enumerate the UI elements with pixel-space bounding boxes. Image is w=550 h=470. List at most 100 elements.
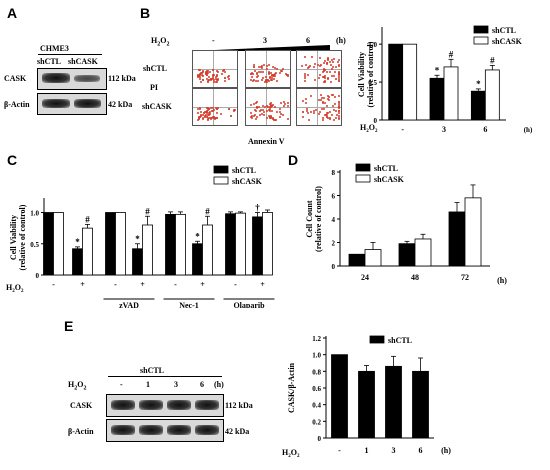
x-tick-label: - — [174, 280, 177, 289]
significance-marker: # — [490, 55, 495, 65]
y-axis-label-line: (relative of control) — [18, 204, 27, 270]
y-tick-label: 0 — [374, 117, 378, 125]
significance-marker: # — [449, 49, 454, 59]
e-dose-0: - — [120, 380, 123, 389]
y-tick-label: 0 — [332, 263, 336, 271]
x-tick-label: + — [80, 280, 85, 289]
bar-shCTL-2 — [448, 211, 466, 267]
bar-shCASK-0 — [364, 249, 382, 267]
x-unit-label: (h) — [524, 126, 533, 134]
dose-triangle — [192, 45, 330, 51]
y-tick-label: 1.0 — [368, 41, 377, 49]
e-row-cask: CASK — [70, 401, 93, 410]
legend-swatch — [213, 165, 229, 174]
y-axis-label: Cell Viability (relative of control) — [9, 204, 27, 270]
panel-label-c: C — [7, 152, 18, 168]
x-tick-label: 48 — [411, 273, 419, 282]
y-axis-label-line: (relative of control) — [366, 41, 375, 107]
facs-dose-0: - — [212, 36, 215, 45]
y-tick-label: 0.5 — [30, 241, 39, 249]
bar-shCTL-0 — [43, 212, 54, 276]
facs-plot — [192, 88, 238, 126]
facs-plot — [296, 88, 342, 126]
legend-label: shCASK — [374, 175, 405, 184]
significance-marker: * — [75, 237, 80, 247]
bar-shCASK-1 — [443, 66, 459, 121]
significance-marker: # — [205, 206, 210, 216]
group-bar-e — [108, 376, 222, 377]
lane-label-shcask: shCASK — [68, 57, 98, 66]
group-label-e: shCTL — [140, 366, 165, 375]
legend-label: shCTL — [232, 166, 256, 175]
significance-marker: # — [85, 214, 90, 224]
legend-label: shCTL — [492, 26, 516, 35]
legend-label: shCTL — [388, 336, 412, 345]
e-size-actin: 42 kDa — [225, 427, 250, 436]
bar-shCASK-0 — [53, 212, 64, 276]
legend-label: shCTL — [374, 164, 398, 173]
legend-swatch — [213, 176, 229, 185]
bar-shCTL-1 — [398, 243, 416, 267]
significance-marker: * — [135, 234, 140, 244]
bar-shCTL-0 — [348, 253, 366, 267]
y-tick-label: 0.6 — [312, 385, 321, 393]
cell-line-label: CHME3 — [40, 44, 69, 53]
legend-swatch — [473, 36, 489, 45]
bar-shCTL-3 — [412, 370, 429, 439]
facs-plot — [296, 50, 342, 88]
significance-marker: # — [145, 206, 150, 216]
x-tick-label: 3 — [392, 446, 396, 455]
bar-shCTL-2 — [470, 90, 486, 121]
h2o2-label: H2O2 — [282, 448, 300, 459]
bar-shCTL-4 — [165, 213, 176, 276]
bar-shCTL-1 — [429, 77, 445, 121]
facs-row-shctl: shCTL — [143, 64, 168, 73]
x-tick-label: 6 — [419, 446, 423, 455]
x-tick-label: + — [260, 280, 265, 289]
facs-row-pi: PI — [150, 83, 158, 92]
facs-dose-1: 3 — [263, 36, 267, 45]
bar-shCASK-5 — [202, 224, 213, 276]
facs-row-shcask: shCASK — [142, 102, 172, 111]
y-axis-label-line: CASK/β-Actin — [287, 362, 296, 413]
panel-label-a: A — [7, 5, 18, 21]
facs-plot — [245, 88, 291, 126]
bar-shCASK-3 — [142, 224, 153, 276]
blot-actin-a — [37, 93, 107, 115]
x-tick-label: - — [401, 125, 404, 134]
size-cask-a: 112 kDa — [108, 74, 136, 83]
bar-shCASK-2 — [464, 197, 482, 267]
size-actin-a: 42 kDa — [108, 100, 133, 109]
bar-shCTL-3 — [132, 248, 143, 276]
x-tick-label: 24 — [361, 273, 369, 282]
h2o2-label: H2O2 — [360, 123, 378, 134]
bar-shCASK-2 — [115, 212, 126, 276]
y-tick-label: 0 — [36, 272, 40, 280]
y-tick-label: 0.8 — [312, 368, 321, 376]
y-axis-label: Cell Count (relative of control) — [305, 186, 323, 252]
facs-xlabel: Annexin V — [248, 137, 285, 146]
facs-plot — [192, 50, 238, 88]
h2o2-label-b: H2O2 — [151, 36, 170, 48]
x-tick-label: - — [338, 446, 341, 455]
y-tick-label: 2 — [332, 240, 336, 248]
y-tick-label: 0.4 — [312, 402, 321, 410]
x-tick-label: 3 — [442, 125, 446, 134]
y-tick-label: 8 — [332, 169, 336, 177]
bar-shCTL-1 — [72, 248, 83, 276]
legend-label: shCASK — [232, 177, 263, 186]
legend-swatch — [473, 25, 489, 34]
bar-shCTL-0 — [388, 43, 404, 121]
y-tick-label: 0.5 — [368, 79, 377, 87]
bar-shCTL-7 — [252, 216, 263, 276]
group-label: Olaparib — [233, 301, 265, 308]
x-tick-label: - — [234, 280, 237, 289]
e-dose-1: 1 — [146, 380, 150, 389]
x-tick-label: - — [114, 280, 117, 289]
bar-shCTL-6 — [225, 213, 236, 276]
e-dose-unit: (h) — [214, 380, 224, 389]
blot-cask-a — [37, 68, 107, 90]
x-tick-label: 72 — [461, 273, 469, 282]
y-tick-label: 0.2 — [312, 418, 321, 426]
